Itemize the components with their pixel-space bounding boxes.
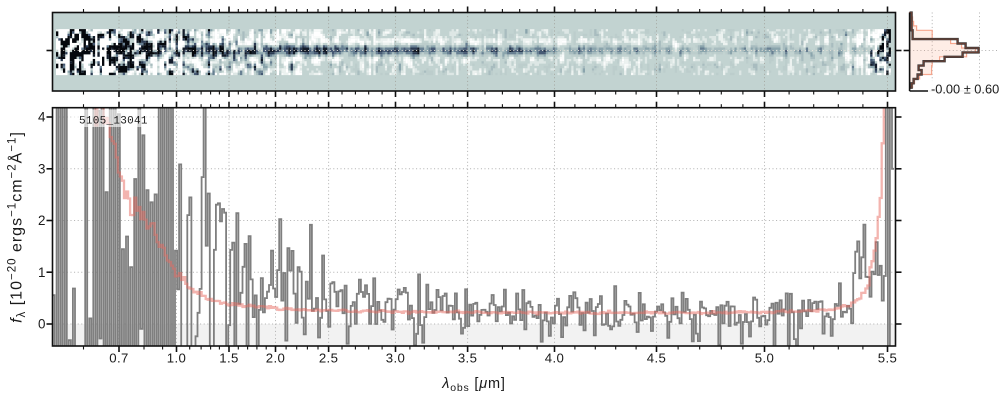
svg-text:4.5: 4.5 <box>647 351 667 366</box>
svg-text:-0.00 ± 0.60: -0.00 ± 0.60 <box>931 82 999 97</box>
svg-text:1.5: 1.5 <box>219 351 239 366</box>
svg-text:fλ [10−20 ergs−1cm−2Å−1]: fλ [10−20 ergs−1cm−2Å−1] <box>7 131 29 323</box>
svg-text:3.0: 3.0 <box>386 351 406 366</box>
svg-text:2: 2 <box>38 213 45 228</box>
svg-text:2.5: 2.5 <box>319 351 339 366</box>
svg-text:0.7: 0.7 <box>109 351 129 366</box>
svg-text:4: 4 <box>38 110 46 125</box>
svg-text:3.5: 3.5 <box>458 351 478 366</box>
svg-text:1.0: 1.0 <box>167 351 187 366</box>
svg-text:5.0: 5.0 <box>755 351 775 366</box>
svg-text:0: 0 <box>38 317 45 332</box>
svg-text:4.0: 4.0 <box>545 351 565 366</box>
svg-text:1: 1 <box>38 265 45 280</box>
svg-text:2.0: 2.0 <box>266 351 286 366</box>
svg-text:5105_13041: 5105_13041 <box>79 115 148 127</box>
svg-text:λobs [μm]: λobs [μm] <box>441 376 505 394</box>
svg-text:5.5: 5.5 <box>878 351 898 366</box>
svg-text:3: 3 <box>38 161 45 176</box>
